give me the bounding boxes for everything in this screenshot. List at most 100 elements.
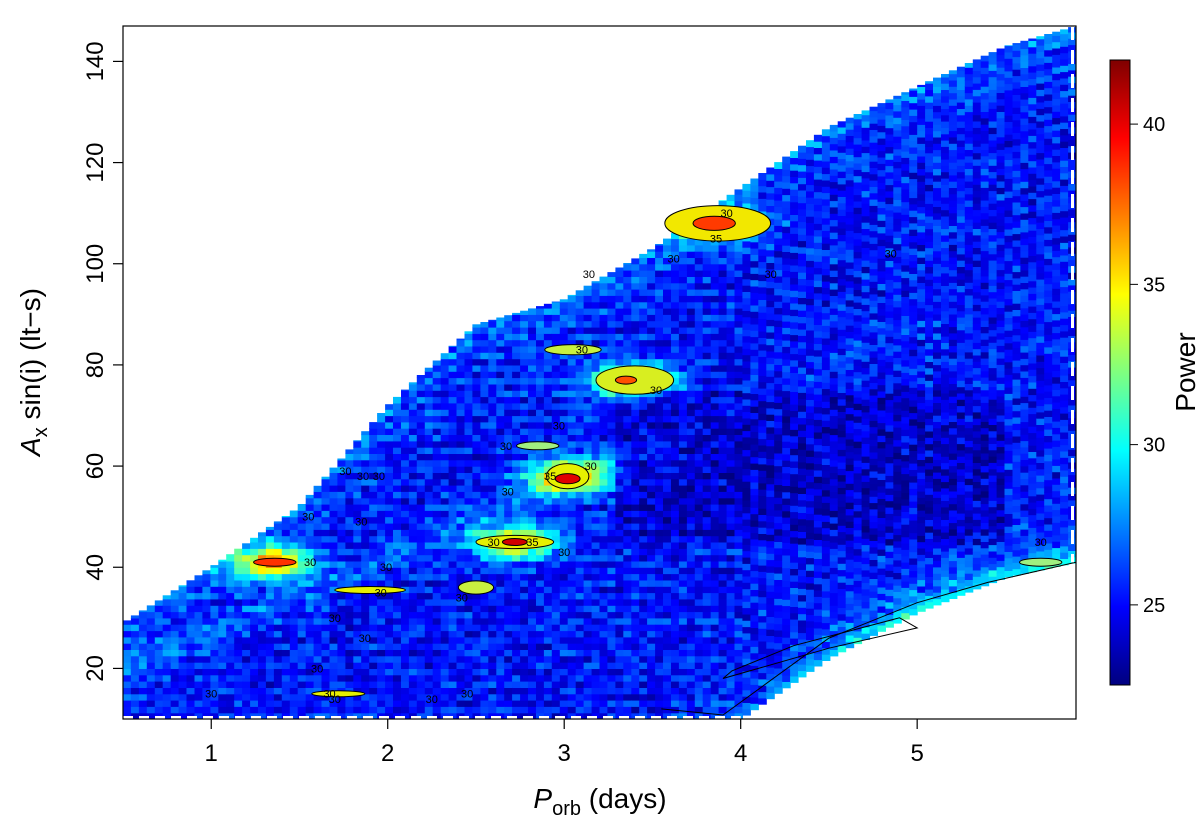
heat-cell xyxy=(536,554,545,562)
heat-cell xyxy=(536,339,545,347)
heat-cell xyxy=(663,434,672,442)
heat-cell xyxy=(583,440,593,448)
heat-cell xyxy=(631,662,640,669)
heat-cell xyxy=(798,461,807,469)
heat-cell xyxy=(488,643,497,650)
heat-cell xyxy=(813,217,823,224)
heat-cell xyxy=(536,390,545,398)
heat-cell xyxy=(702,624,712,632)
heat-cell xyxy=(536,383,545,391)
heat-cell xyxy=(766,211,775,219)
heat-cell xyxy=(520,364,529,372)
heat-cell xyxy=(599,504,608,511)
heat-cell xyxy=(154,668,164,676)
heat-cell xyxy=(686,573,696,581)
heat-cell xyxy=(496,655,505,663)
heat-cell xyxy=(329,624,338,632)
heat-cell xyxy=(607,390,616,398)
heat-cell xyxy=(551,301,561,309)
heat-cell xyxy=(607,617,616,625)
heat-cell xyxy=(353,700,362,707)
heat-cell xyxy=(694,523,704,530)
heat-cell xyxy=(663,497,672,505)
heat-cell xyxy=(575,554,585,562)
heat-cell xyxy=(631,523,640,530)
heat-cell xyxy=(813,254,823,262)
heat-cell xyxy=(790,555,799,563)
heat-cell xyxy=(520,377,529,385)
heat-cell xyxy=(686,402,696,410)
heat-cell xyxy=(432,396,442,404)
heat-cell xyxy=(766,439,775,447)
heat-cell xyxy=(623,605,632,613)
heat-cell xyxy=(750,374,759,382)
heat-cell xyxy=(686,421,696,429)
heat-cell xyxy=(464,592,473,600)
heat-cell xyxy=(393,693,402,701)
heat-cell xyxy=(504,371,513,379)
heat-cell xyxy=(361,478,370,486)
heat-cell xyxy=(401,592,410,600)
heat-cell xyxy=(798,531,807,539)
heat-cell xyxy=(678,428,688,435)
heat-cell xyxy=(202,630,211,638)
heat-cell xyxy=(424,630,434,638)
heat-cell xyxy=(123,681,132,688)
heat-cell xyxy=(583,611,593,619)
heat-cell xyxy=(806,399,815,407)
heat-cell xyxy=(758,173,767,180)
heat-cell xyxy=(488,320,497,328)
heat-cell xyxy=(432,523,442,530)
heat-cell xyxy=(663,364,672,372)
heat-cell xyxy=(599,573,608,581)
heat-cell xyxy=(226,624,235,632)
heat-cell xyxy=(583,409,593,417)
heat-cell xyxy=(639,320,648,328)
heat-cell xyxy=(798,670,807,678)
heat-cell xyxy=(345,598,354,606)
heat-cell xyxy=(790,600,799,607)
heat-cell xyxy=(289,630,299,638)
heat-cell xyxy=(663,611,672,619)
heat-cell xyxy=(551,371,561,379)
heat-cell xyxy=(456,428,465,435)
heat-cell xyxy=(655,364,664,372)
heat-cell xyxy=(496,643,505,650)
heat-cell xyxy=(766,230,775,238)
heat-cell xyxy=(345,459,354,467)
heat-cell xyxy=(655,295,664,303)
heat-cell xyxy=(607,308,616,315)
heat-cell xyxy=(726,447,736,454)
heat-cell xyxy=(718,396,728,404)
heat-cell xyxy=(416,636,426,644)
heat-cell xyxy=(543,320,553,328)
heat-cell xyxy=(742,550,751,558)
heat-cell xyxy=(567,396,577,404)
heat-cell xyxy=(798,563,807,570)
heat-cell xyxy=(718,421,728,429)
heat-cell xyxy=(416,409,426,417)
heat-cell xyxy=(281,655,291,663)
heat-cell xyxy=(551,333,561,341)
heat-cell xyxy=(265,548,275,556)
heat-cell xyxy=(448,598,458,606)
heat-cell xyxy=(385,440,394,448)
heat-cell xyxy=(742,670,751,678)
heat-cell xyxy=(170,611,180,619)
heat-cell xyxy=(639,579,648,587)
heat-cell xyxy=(512,453,521,461)
heat-cell xyxy=(202,579,211,587)
heat-cell xyxy=(583,295,593,303)
heat-cell xyxy=(345,668,354,676)
heat-cell xyxy=(472,674,481,682)
heat-cell xyxy=(321,554,330,562)
heat-cell xyxy=(226,598,235,606)
heat-cell xyxy=(543,617,553,625)
heat-cell xyxy=(226,636,235,644)
heat-cell xyxy=(702,529,712,537)
heat-cell xyxy=(432,605,442,613)
heat-cell xyxy=(504,560,513,568)
heat-cell xyxy=(496,598,505,606)
heat-cell xyxy=(488,421,497,429)
heat-cell xyxy=(154,643,164,650)
